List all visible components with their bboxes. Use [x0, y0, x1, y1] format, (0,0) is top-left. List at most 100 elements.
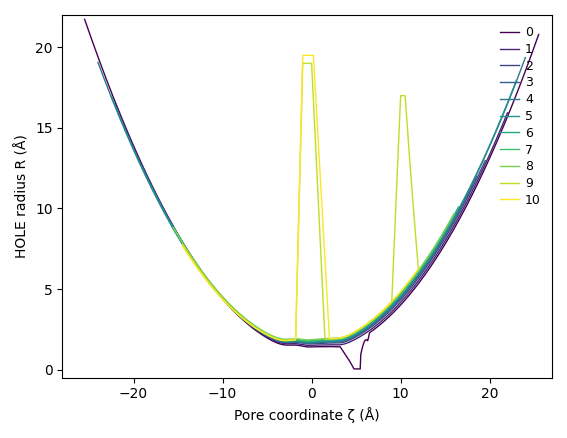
10 [415, 266, 422, 271]
3 [337, 339, 344, 344]
Line: 3: 3 [151, 177, 476, 343]
2 [306, 341, 312, 346]
Line: 9: 9 [183, 64, 418, 340]
4 [121, 126, 128, 131]
9 [359, 325, 366, 330]
2 [160, 206, 167, 211]
10 [359, 325, 366, 330]
3 [346, 336, 353, 342]
4 [463, 192, 470, 198]
0 [81, 17, 88, 22]
7 [333, 336, 340, 342]
9 [282, 338, 289, 343]
Line: 0: 0 [84, 19, 539, 369]
5 [133, 152, 139, 158]
4 [354, 331, 361, 336]
8 [412, 272, 419, 277]
10 [330, 336, 337, 341]
8 [383, 305, 390, 310]
3 [428, 254, 435, 260]
5 [354, 331, 361, 336]
1 [306, 343, 313, 348]
10 [179, 244, 186, 249]
9 [179, 242, 186, 247]
7 [170, 226, 177, 231]
4 [419, 266, 426, 272]
8 [170, 225, 177, 230]
9 [323, 336, 330, 342]
6 [184, 248, 191, 254]
5 [344, 336, 350, 341]
Line: 8: 8 [174, 214, 454, 340]
10 [193, 265, 200, 270]
6 [386, 304, 392, 310]
4 [343, 337, 350, 342]
7 [383, 306, 390, 311]
0 [426, 265, 433, 271]
Line: 1: 1 [116, 104, 507, 346]
10 [282, 338, 289, 343]
3 [473, 174, 480, 180]
0 [109, 92, 116, 98]
1 [504, 110, 511, 116]
4 [522, 55, 528, 60]
Line: 4: 4 [98, 58, 525, 343]
5 [457, 203, 464, 208]
9 [415, 267, 422, 272]
5 [108, 94, 115, 99]
7 [341, 335, 348, 340]
2 [482, 158, 489, 163]
1 [340, 342, 347, 347]
1 [350, 337, 357, 343]
1 [137, 158, 143, 163]
9 [299, 61, 306, 66]
6 [304, 339, 311, 344]
2 [358, 331, 365, 336]
1 [450, 224, 457, 229]
9 [317, 237, 324, 242]
1 [410, 285, 417, 290]
0 [473, 184, 480, 189]
10 [383, 304, 390, 310]
Line: 7: 7 [174, 214, 454, 341]
6 [334, 337, 341, 343]
3 [148, 184, 155, 189]
5 [304, 339, 311, 345]
10 [299, 53, 306, 58]
7 [412, 272, 419, 278]
5 [366, 322, 373, 328]
2 [435, 247, 442, 252]
8 [304, 337, 311, 343]
Line: 10: 10 [183, 55, 418, 341]
8 [349, 331, 356, 336]
3 [306, 340, 312, 346]
8 [188, 253, 194, 258]
Y-axis label: HOLE radius R (Å): HOLE radius R (Å) [15, 134, 29, 258]
Line: 2: 2 [142, 161, 485, 344]
Line: 6: 6 [169, 207, 459, 342]
1 [112, 102, 119, 107]
Line: 5: 5 [111, 81, 517, 342]
7 [188, 254, 194, 259]
6 [350, 332, 357, 337]
X-axis label: Pore coordinate ζ (Å): Pore coordinate ζ (Å) [234, 407, 380, 423]
7 [304, 338, 311, 343]
6 [415, 269, 422, 274]
9 [193, 264, 200, 269]
4 [367, 323, 374, 328]
2 [400, 295, 407, 300]
Legend: 0, 1, 2, 3, 4, 5, 6, 7, 8, 9, 10: 0, 1, 2, 3, 4, 5, 6, 7, 8, 9, 10 [495, 21, 546, 212]
0 [357, 352, 364, 357]
6 [342, 336, 349, 341]
1 [362, 330, 369, 336]
6 [166, 219, 172, 224]
0 [535, 32, 542, 37]
3 [168, 221, 175, 226]
6 [455, 204, 462, 209]
3 [356, 331, 362, 336]
10 [323, 282, 330, 287]
4 [95, 60, 101, 65]
3 [395, 298, 401, 303]
8 [451, 211, 458, 216]
0 [350, 366, 357, 371]
